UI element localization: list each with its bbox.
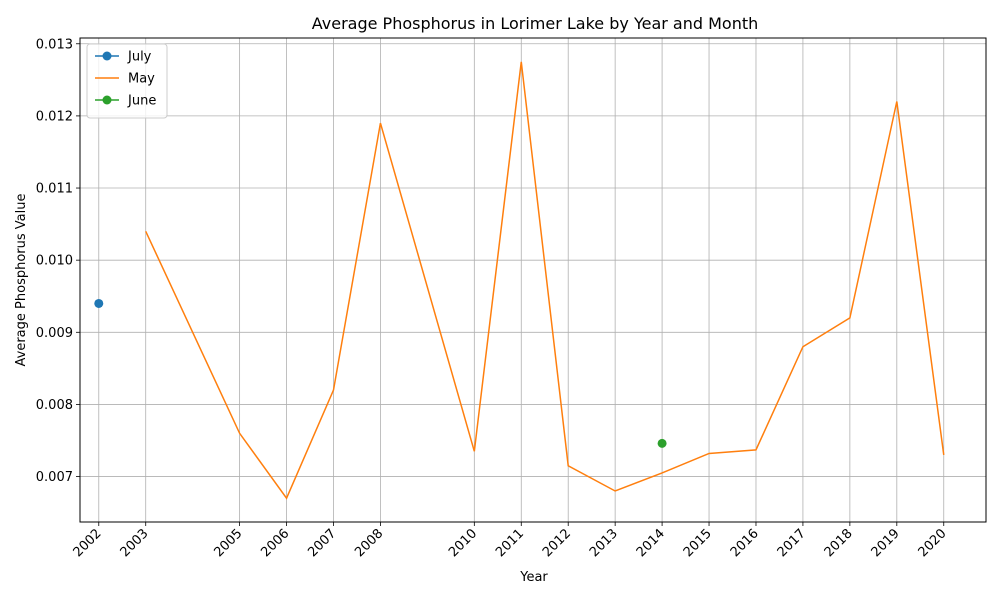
series-line-may (145, 61, 945, 500)
y-tick-label: 0.009 (36, 326, 73, 341)
data-point-july (94, 298, 104, 308)
x-axis-label: Year (519, 570, 548, 585)
legend-label-june: June (127, 94, 156, 109)
legend-label-may: May (128, 72, 155, 87)
data-point-june (657, 438, 667, 448)
chart-title: Average Phosphorus in Lorimer Lake by Ye… (312, 14, 759, 33)
legend-marker-june (102, 95, 112, 105)
y-tick-label: 0.008 (36, 398, 73, 413)
y-tick-label: 0.007 (36, 470, 73, 485)
data-layer (94, 61, 945, 500)
y-tick-label: 0.011 (36, 182, 73, 197)
y-tick-label: 0.013 (36, 37, 73, 52)
y-tick-label: 0.010 (36, 254, 73, 269)
y-axis-label: Average Phosphorus Value (14, 194, 29, 367)
legend-label-july: July (127, 50, 152, 65)
y-tick-label: 0.012 (36, 109, 73, 124)
plot-frame (79, 37, 987, 523)
legend-marker-july (102, 51, 112, 61)
legend: July May June (86, 43, 168, 119)
